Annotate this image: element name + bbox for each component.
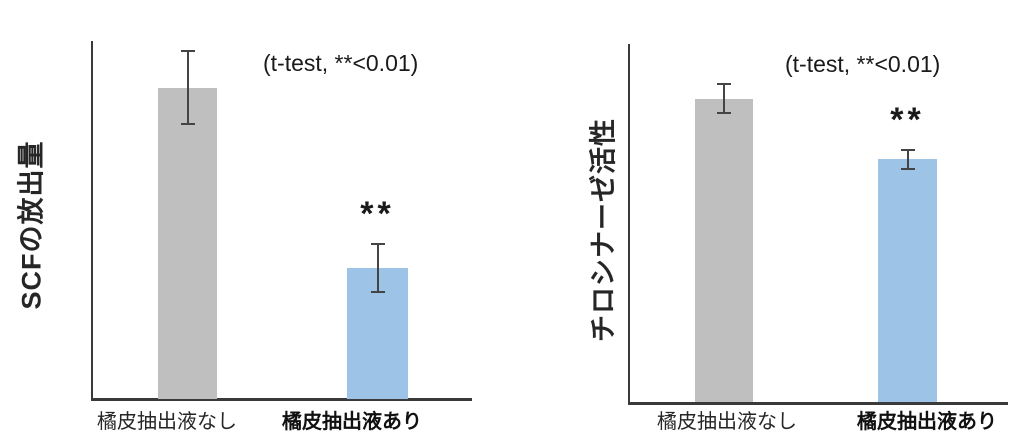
x-tick-label-without-extract: 橘皮抽出液なし — [97, 411, 237, 433]
x-axis-line — [628, 402, 1008, 405]
y-axis-line — [91, 41, 93, 401]
error-bar-cap-top — [180, 50, 195, 53]
error-bar-with-extract — [370, 243, 385, 294]
x-tick-label-without-extract: 橘皮抽出液なし — [657, 411, 797, 433]
ttest-annotation: (t-test, **<0.01) — [263, 50, 419, 76]
x-tick-label-with-extract: 橘皮抽出液あり — [857, 411, 997, 433]
y-axis-title: SCFの放出量 — [16, 140, 47, 310]
error-bar-with-extract — [900, 148, 915, 170]
error-bar-cap-bottom — [900, 167, 915, 170]
error-bar-line — [723, 83, 725, 114]
error-bar-cap-bottom — [180, 123, 195, 126]
significance-marker: ** — [360, 195, 395, 234]
y-axis-title: チロシナーゼ活性 — [588, 118, 619, 342]
bar-with-extract — [878, 159, 937, 402]
error-bar-line — [186, 50, 189, 126]
error-bar-line — [906, 148, 909, 170]
bar-without-extract — [158, 87, 217, 399]
error-bar-without-extract — [717, 83, 731, 114]
error-bar-cap-top — [717, 83, 731, 86]
error-bar-cap-top — [900, 148, 915, 151]
bar-without-extract — [695, 98, 753, 402]
y-axis-line — [628, 44, 630, 405]
error-bar-cap-bottom — [717, 111, 731, 114]
error-bar-without-extract — [180, 50, 195, 126]
significance-marker: ** — [890, 100, 925, 139]
error-bar-cap-bottom — [370, 291, 385, 294]
x-tick-label-with-extract: 橘皮抽出液あり — [282, 411, 422, 433]
error-bar-line — [376, 243, 379, 294]
x-axis-line — [91, 398, 472, 401]
ttest-annotation: (t-test, **<0.01) — [785, 51, 941, 77]
error-bar-cap-top — [370, 243, 385, 246]
